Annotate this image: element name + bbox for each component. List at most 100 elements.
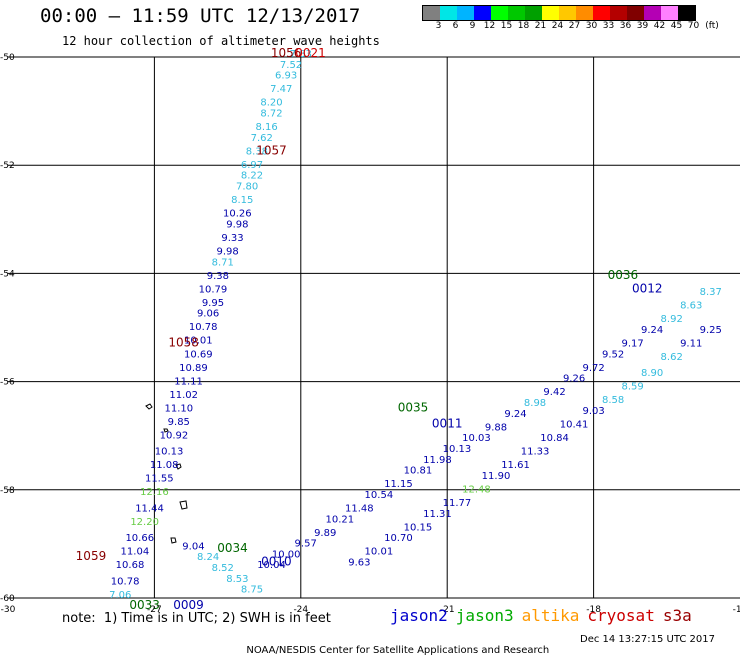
swh-value: 11.77 bbox=[443, 498, 472, 509]
swh-value: 8.71 bbox=[212, 257, 234, 268]
swh-value: 10.01 bbox=[365, 547, 394, 558]
swh-value: 8.53 bbox=[226, 574, 248, 585]
swh-value: 10.54 bbox=[365, 490, 394, 501]
legend-swatch bbox=[457, 6, 474, 20]
swh-value: 8.58 bbox=[602, 395, 624, 406]
swh-value: 10.15 bbox=[404, 522, 433, 533]
pass-time-marker: 1058 bbox=[168, 335, 199, 349]
swh-value: 8.52 bbox=[212, 563, 234, 574]
legend-label: 6 bbox=[452, 21, 459, 31]
legend-swatch bbox=[525, 6, 542, 20]
pass-time-marker: 0021 bbox=[295, 46, 326, 60]
satellite-label-s3a: s3a bbox=[662, 606, 692, 625]
swh-value: 12.20 bbox=[130, 517, 159, 528]
swh-value: 10.84 bbox=[540, 433, 569, 444]
satellite-label-altika: altika bbox=[521, 606, 580, 625]
pass-time-marker: 0009 bbox=[173, 598, 204, 612]
legend-label: 15 bbox=[500, 21, 513, 31]
swh-value: 10.92 bbox=[160, 430, 189, 441]
swh-value: 8.90 bbox=[641, 368, 663, 379]
satellite-label-jason2: jason2 bbox=[390, 606, 448, 625]
swh-value: 10.89 bbox=[179, 363, 208, 374]
legend-swatch bbox=[559, 6, 576, 20]
x-tick-label: -30 bbox=[1, 605, 16, 615]
swh-value: 9.26 bbox=[563, 374, 585, 385]
pass-time-marker: 0033 bbox=[129, 598, 160, 612]
swh-value: 8.62 bbox=[661, 352, 683, 363]
legend-label: 33 bbox=[602, 21, 615, 31]
axis-ticks: -30 -27 -24 -21 -18 -15 -50 -52 -54 -56 -58 -60 bbox=[0, 53, 740, 615]
swh-value: 11.33 bbox=[521, 447, 550, 458]
y-tick-label: -56 bbox=[0, 378, 15, 388]
swh-value: 9.57 bbox=[295, 539, 317, 550]
swh-value: 9.42 bbox=[543, 387, 565, 398]
swh-value: 11.11 bbox=[174, 376, 203, 387]
swh-value: 10.01 bbox=[184, 336, 213, 347]
satellite-label-jason3: jason3 bbox=[455, 606, 514, 625]
swh-value: 7.52 bbox=[280, 60, 302, 71]
swh-value: 11.10 bbox=[164, 403, 193, 414]
wave-height-map[interactable]: 7.837.526.93 7.47 8.208.72 8.167.62 8.38 6.97… bbox=[0, 0, 740, 650]
swh-value: 8.72 bbox=[260, 109, 282, 120]
legend-label: 42 bbox=[653, 21, 666, 31]
swh-value: 10.21 bbox=[326, 514, 355, 525]
pass-time-marker: 1059 bbox=[76, 549, 107, 563]
swh-value: 9.11 bbox=[680, 338, 702, 349]
swh-value: 9.06 bbox=[197, 309, 219, 320]
legend-label: 3 bbox=[435, 21, 442, 31]
swh-value: 9.98 bbox=[226, 219, 248, 230]
satellite-legend: jason2 jason3 altika cryosat s3a bbox=[390, 606, 700, 625]
swh-value: 9.63 bbox=[348, 558, 370, 569]
pass-time-marker: 0035 bbox=[398, 400, 429, 414]
swh-value: 11.15 bbox=[384, 479, 413, 490]
swh-value: 10.81 bbox=[404, 466, 433, 477]
swh-value: 6.93 bbox=[275, 71, 297, 82]
swh-value: 9.98 bbox=[216, 246, 238, 257]
swh-value: 6.97 bbox=[241, 160, 263, 171]
pass-time-marker: 0034 bbox=[217, 541, 248, 555]
swh-value: 10.26 bbox=[223, 209, 252, 220]
legend-label: 12 bbox=[483, 21, 496, 31]
island bbox=[179, 500, 188, 510]
swh-value: 8.16 bbox=[256, 122, 278, 133]
swh-value: 9.72 bbox=[582, 363, 604, 374]
legend-label: 18 bbox=[517, 21, 530, 31]
legend-unit: (ft) bbox=[705, 21, 719, 31]
islands bbox=[145, 403, 188, 544]
swh-value: 8.37 bbox=[700, 287, 722, 298]
legend-label: 27 bbox=[568, 21, 581, 31]
swh-value: 10.70 bbox=[384, 533, 413, 544]
swh-value: 10.13 bbox=[443, 444, 472, 455]
swh-value: 11.48 bbox=[345, 503, 374, 514]
swh-value: 8.92 bbox=[661, 314, 683, 325]
legend-label: 9 bbox=[469, 21, 476, 31]
swh-value: 11.44 bbox=[135, 503, 164, 514]
swh-value: 10.69 bbox=[184, 349, 213, 360]
pass-time-marker: 0036 bbox=[608, 268, 639, 282]
legend-label: 45 bbox=[670, 21, 683, 31]
legend-swatch bbox=[474, 6, 491, 20]
y-tick-label: -58 bbox=[0, 486, 15, 496]
color-legend bbox=[422, 5, 696, 21]
legend-swatch bbox=[542, 6, 559, 20]
legend-swatch bbox=[678, 6, 695, 20]
swh-value: 9.33 bbox=[221, 233, 243, 244]
swh-value: 11.08 bbox=[150, 460, 179, 471]
swh-value: 9.52 bbox=[602, 349, 624, 360]
swh-value: 10.78 bbox=[189, 322, 218, 333]
swh-value: 7.47 bbox=[270, 84, 292, 95]
swh-value: 9.04 bbox=[182, 541, 204, 552]
swh-value: 8.15 bbox=[231, 195, 253, 206]
legend-swatch bbox=[593, 6, 610, 20]
satellite-label-cryosat: cryosat bbox=[587, 606, 655, 625]
pass-time-marker: 0012 bbox=[632, 281, 663, 295]
swh-value: 11.98 bbox=[423, 455, 452, 466]
y-tick-label: -52 bbox=[0, 161, 15, 171]
swh-value: 9.24 bbox=[641, 325, 663, 336]
y-tick-label: -54 bbox=[0, 269, 15, 279]
map-title: 00:00 — 11:59 UTC 12/13/2017 bbox=[40, 5, 361, 27]
swh-value: 11.04 bbox=[121, 547, 150, 558]
x-tick-label: -21 bbox=[440, 605, 455, 615]
legend-swatch bbox=[610, 6, 627, 20]
